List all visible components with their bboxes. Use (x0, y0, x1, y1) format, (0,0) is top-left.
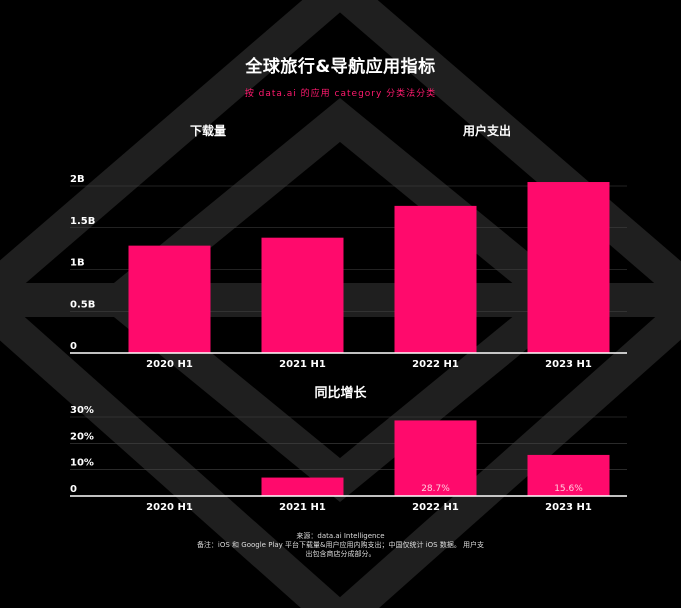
y-tick-label: 1B (70, 258, 85, 269)
x-tick-label: 2023 H1 (545, 502, 592, 513)
y-tick-label: 0.5B (70, 299, 95, 310)
x-tick-label: 2021 H1 (279, 359, 326, 370)
footer-note-line1: 备注：iOS 和 Google Play 平台下载量&用户应用内购支出；中国仅统… (196, 541, 485, 549)
y-tick-label: 0 (70, 484, 77, 495)
section-label-spend: 用户支出 (463, 124, 512, 138)
y-tick-label: 10% (70, 458, 94, 469)
x-tick-label: 2020 H1 (146, 502, 193, 513)
bar (394, 420, 477, 496)
chart-subtitle: 按 data.ai 的应用 category 分类法分类 (244, 89, 437, 99)
data-label: 15.6% (554, 484, 583, 494)
bar (527, 454, 610, 496)
x-tick-label: 2021 H1 (279, 502, 326, 513)
section-label-downloads: 下载量 (190, 124, 227, 138)
y-tick-label: 30% (70, 405, 94, 416)
y-tick-label: 20% (70, 431, 94, 442)
x-tick-label: 2022 H1 (412, 502, 459, 513)
bar (394, 205, 477, 353)
bar (261, 237, 344, 353)
section-label-yoy: 同比增长 (314, 386, 367, 401)
footer-source: 来源：data.ai Intelligence (296, 532, 385, 540)
bar (261, 477, 344, 496)
y-tick-label: 2B (70, 174, 85, 185)
chart-title: 全球旅行&导航应用指标 (245, 57, 436, 77)
x-tick-label: 2022 H1 (412, 359, 459, 370)
x-tick-label: 2020 H1 (146, 359, 193, 370)
x-tick-label: 2023 H1 (545, 359, 592, 370)
bar (527, 182, 610, 353)
data-label: 28.7% (421, 484, 450, 494)
bar (128, 245, 211, 353)
footer-note-line2: 出包含商店分成部分。 (305, 550, 376, 558)
y-tick-label: 1.5B (70, 216, 95, 227)
y-tick-label: 0 (70, 341, 77, 352)
